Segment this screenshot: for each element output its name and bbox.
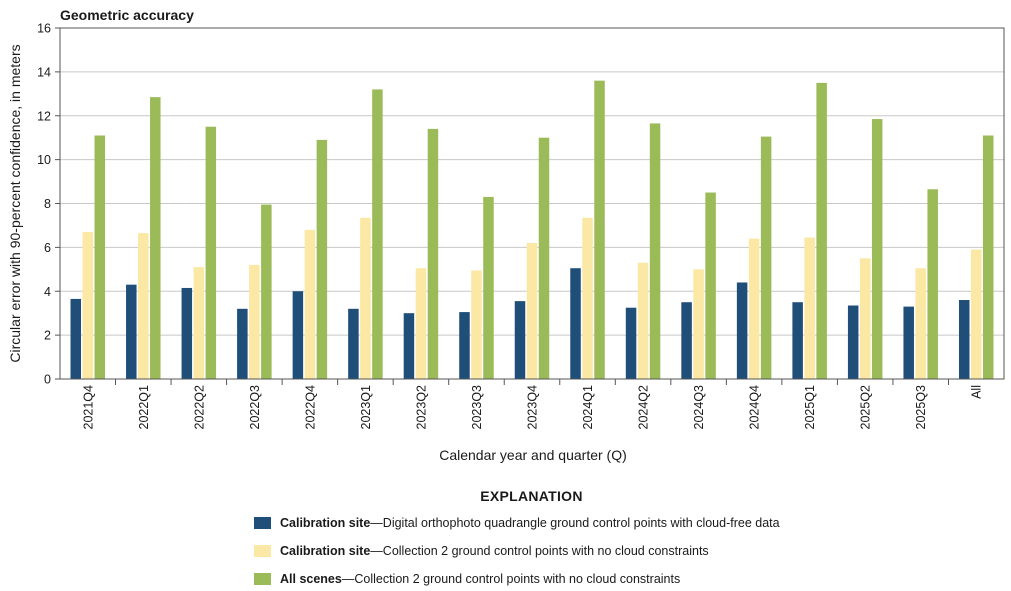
bar-2024Q2-series-2	[649, 123, 661, 379]
x-tick-label: 2024Q1	[581, 385, 595, 430]
bar-2021Q4-series-1	[82, 232, 94, 379]
x-tick-label: 2024Q2	[637, 385, 651, 430]
x-axis-label: Calendar year and quarter (Q)	[439, 447, 627, 463]
bars-group	[70, 80, 994, 380]
bar-2023Q3-series-0	[459, 312, 470, 379]
x-tick-label: 2024Q3	[692, 385, 706, 430]
chart-title: Geometric accuracy	[60, 7, 194, 23]
bar-2022Q3-series-2	[261, 204, 272, 379]
x-tick-label: 2023Q3	[470, 385, 484, 430]
bar-2022Q3-series-1	[249, 264, 260, 379]
x-tick-label: 2025Q2	[859, 385, 873, 430]
bar-2023Q4-series-0	[514, 301, 526, 379]
y-tick-label: 4	[44, 285, 51, 299]
y-tick-label: 8	[44, 197, 51, 211]
bar-2024Q2-series-1	[637, 262, 649, 379]
legend-item-calibration-c2: Calibration site —Collection 2 ground co…	[254, 543, 709, 559]
bar-2024Q1-series-1	[582, 217, 593, 379]
bar-2022Q2-series-0	[181, 287, 193, 379]
x-tick-labels: 2021Q4 2022Q1 2022Q2 2022Q3 2022Q4 2023Q1 2023…	[81, 385, 983, 430]
bar-2023Q1-series-1	[360, 217, 371, 379]
y-tick-label: 12	[37, 109, 51, 123]
bar-2023Q4-series-1	[526, 242, 538, 379]
legend-item-name: All scenes	[280, 572, 342, 586]
y-tick-label: 0	[44, 373, 51, 387]
x-tick-label: 2024Q4	[748, 385, 762, 430]
y-tick-label: 14	[37, 65, 51, 79]
bar-2025Q3-series-0	[903, 306, 914, 379]
x-tick-label: 2021Q4	[81, 385, 95, 430]
x-tick-label: 2022Q3	[248, 385, 262, 430]
legend-title: EXPLANATION	[480, 488, 583, 504]
legend-item-desc: —Digital orthophoto quadrangle ground co…	[370, 516, 780, 530]
bar-2025Q2-series-0	[847, 305, 859, 379]
x-tick-label: 2025Q1	[803, 385, 817, 430]
bar-2022Q1-series-1	[138, 233, 149, 379]
legend-item-name: Calibration site	[280, 516, 371, 530]
bar-All-series-1	[970, 249, 982, 379]
y-tick-label: 16	[37, 22, 51, 36]
x-tick-label: 2022Q2	[192, 385, 206, 430]
bar-2025Q1-series-0	[792, 302, 803, 379]
y-tick-labels: 0 2 4 6 8 10 12 14 16	[37, 22, 51, 387]
bar-2023Q2-series-2	[427, 128, 439, 379]
bar-2023Q2-series-1	[415, 268, 427, 379]
x-tick-label: 2023Q4	[526, 385, 540, 430]
legend-swatch-navy	[254, 517, 271, 529]
bar-2024Q1-series-2	[594, 80, 605, 380]
bar-2022Q4-series-1	[304, 229, 316, 379]
x-tick-label: All	[970, 385, 984, 399]
legend-swatch-green	[254, 573, 271, 585]
bar-2025Q1-series-2	[816, 82, 827, 379]
legend-item-calibration-doq: Calibration site —Digital orthophoto qua…	[254, 515, 780, 531]
legend-item-name: Calibration site	[280, 544, 371, 558]
bar-2025Q3-series-1	[915, 268, 926, 379]
bar-2022Q1-series-2	[150, 97, 161, 380]
x-tick-label: 2025Q3	[914, 385, 928, 430]
bar-2023Q4-series-2	[538, 137, 550, 379]
bar-2022Q2-series-1	[193, 267, 205, 379]
bar-2023Q2-series-0	[403, 313, 415, 379]
bar-2023Q1-series-2	[372, 89, 383, 380]
bar-2024Q1-series-0	[570, 268, 581, 379]
x-tick-label: 2023Q2	[414, 385, 428, 430]
bar-2024Q3-series-1	[693, 269, 704, 379]
bar-2023Q3-series-1	[471, 270, 482, 379]
bar-2023Q1-series-0	[348, 308, 359, 379]
bar-2022Q3-series-0	[237, 308, 248, 379]
bar-2024Q4-series-0	[736, 282, 748, 379]
bar-2025Q3-series-2	[927, 189, 938, 379]
legend-item-desc: —Collection 2 ground control points with…	[370, 544, 709, 558]
bar-2021Q4-series-0	[70, 298, 82, 379]
bar-2024Q3-series-0	[681, 302, 692, 379]
bar-2023Q3-series-2	[483, 196, 494, 379]
bar-2024Q2-series-0	[625, 307, 637, 379]
bar-2022Q4-series-0	[292, 291, 304, 379]
bar-2021Q4-series-2	[94, 135, 106, 379]
tick-marks	[55, 27, 949, 385]
legend-item-desc: —Collection 2 ground control points with…	[341, 572, 681, 586]
bar-2024Q4-series-1	[748, 238, 760, 379]
x-tick-label: 2022Q1	[137, 385, 151, 430]
y-tick-label: 6	[44, 241, 51, 255]
bar-2025Q2-series-2	[871, 119, 883, 380]
x-tick-label: 2023Q1	[359, 385, 373, 430]
legend-item-all-scenes: All scenes —Collection 2 ground control …	[254, 571, 680, 587]
bar-2022Q1-series-0	[126, 284, 137, 379]
bar-2025Q2-series-1	[859, 258, 871, 379]
bar-2024Q3-series-2	[705, 192, 716, 379]
bar-All-series-0	[958, 300, 970, 379]
legend-swatch-pale-yellow	[254, 545, 271, 557]
bar-2022Q4-series-2	[316, 139, 328, 379]
y-tick-label: 10	[37, 153, 51, 167]
bar-2022Q2-series-2	[205, 126, 217, 379]
bar-2025Q1-series-1	[804, 237, 815, 379]
y-tick-label: 2	[44, 329, 51, 343]
x-tick-label: 2022Q4	[303, 385, 317, 430]
y-axis-label: Circular error with 90-percent confidenc…	[7, 44, 23, 362]
bar-2024Q4-series-2	[760, 136, 772, 379]
bar-All-series-2	[982, 135, 994, 379]
